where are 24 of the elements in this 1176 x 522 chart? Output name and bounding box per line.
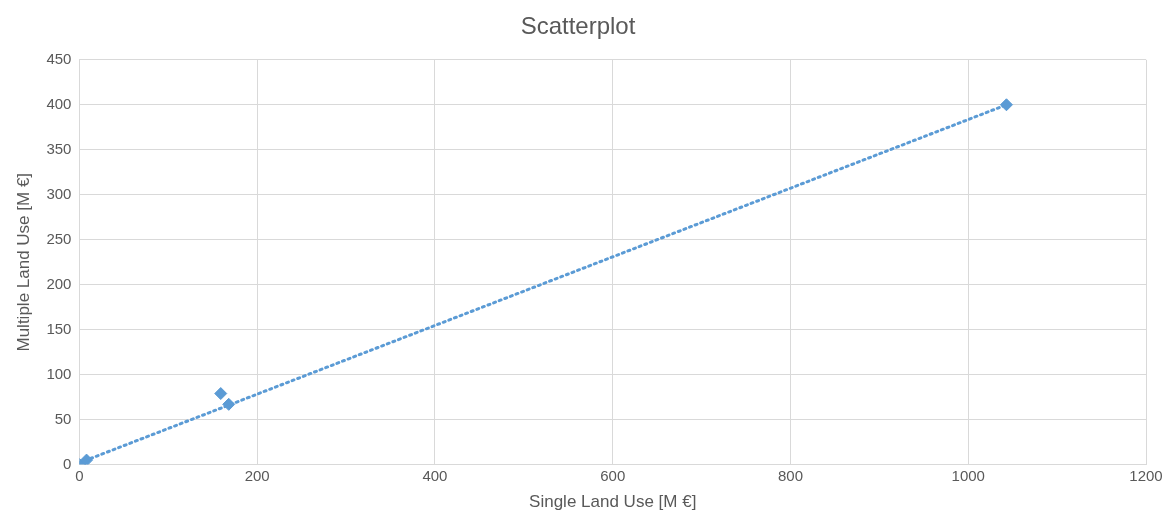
x-tick-label: 800: [777, 466, 803, 484]
y-tick-label: 200: [46, 274, 72, 292]
x-tick-label: 1000: [951, 466, 985, 484]
point: [214, 387, 228, 401]
point: [80, 453, 94, 465]
point: [222, 397, 236, 411]
x-tick-label: 0: [75, 466, 84, 484]
x-tick-label: 1200: [1129, 466, 1163, 484]
y-axis-title: Multiple Land Use [M €]: [13, 172, 33, 352]
y-tick-label: 250: [46, 229, 72, 247]
point: [999, 98, 1013, 112]
y-tick-label: 450: [46, 49, 72, 67]
y-tick-label: 350: [46, 139, 72, 157]
x-tick-label: 600: [600, 466, 626, 484]
x-tick-label: 200: [244, 466, 270, 484]
y-tick-label: 150: [46, 319, 72, 337]
y-tick-label: 50: [54, 409, 72, 427]
y-tick-label: 300: [46, 184, 72, 202]
y-tick-label: 400: [46, 94, 72, 112]
y-tick-label: 100: [46, 364, 72, 382]
chart-title: Scatterplot: [520, 12, 636, 40]
y-tick-label: 0: [63, 454, 72, 472]
x-axis-title: Single Land Use [M €]: [529, 492, 697, 512]
x-tick-label: 400: [422, 466, 448, 484]
